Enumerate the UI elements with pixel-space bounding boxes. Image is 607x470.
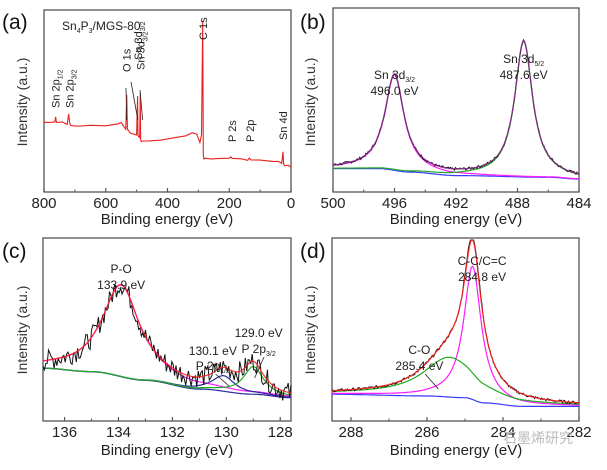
sample-label: Sn4P3/MGS-80 (62, 19, 141, 35)
series-line-fit (42, 284, 292, 397)
y-axis-label-b: Intensity (a.u.) (302, 58, 318, 147)
plot-area-c: 136 134 132 130 128 P-O 133.9 eV 130.1 eVP 2p1/… (42, 237, 293, 441)
series-line-background (333, 168, 579, 180)
series-line-envelope (331, 239, 580, 404)
x-tick-label: 400 (155, 195, 180, 212)
series-line-envelope (42, 283, 292, 394)
x-tick-label: 496 (382, 195, 407, 212)
annotation-arrow (254, 356, 265, 379)
x-tick-label: 128 (268, 424, 293, 441)
series-line-fit (332, 265, 579, 406)
x-tick-label: 600 (93, 195, 118, 212)
peak-label: Sn 2p3/2 (64, 69, 78, 108)
peak-label: P 2s (227, 120, 239, 142)
peak-label: Sn 3d3/2 (133, 21, 147, 60)
peak-label: P 2p (245, 120, 257, 142)
x-tick-label: 200 (217, 195, 242, 212)
peak-label: Sn 2p1/2 (51, 69, 65, 108)
y-axis-label-d: Intensity (a.u.) (302, 286, 318, 375)
x-tick-label: 0 (287, 195, 295, 212)
series-line-raw (42, 282, 292, 401)
x-tick-label: 488 (505, 195, 530, 212)
x-tick-label: 800 (31, 195, 56, 212)
panel-label-d: (d) (300, 240, 326, 263)
series-line-fit (43, 366, 292, 396)
x-axis-label-b: Binding energy (eV) (390, 211, 523, 228)
series-line-survey (43, 20, 292, 168)
peak-label: Sn 4d (278, 111, 290, 140)
annotation-arrow (139, 89, 144, 121)
x-tick-label: 132 (160, 424, 185, 441)
panel-d: (d) Intensity (a.u.) Binding energy (eV)… (300, 237, 592, 459)
peak-label: 130.1 eV (189, 344, 237, 358)
annotation-arrow (130, 81, 139, 121)
peak-value-label: 496.0 eV (370, 84, 418, 98)
peak-label: Sn 3d3/2 (374, 68, 415, 84)
plot-frame (43, 9, 292, 193)
series-line-fit (331, 356, 579, 405)
plot-frame (42, 237, 292, 422)
x-tick-label: 130 (214, 424, 239, 441)
peak-value-label: 133.9 eV (97, 278, 145, 292)
plot-frame (331, 237, 580, 422)
panel-c: (c) Intensity (a.u.) Binding energy (eV)… (2, 237, 293, 459)
peak-label: O 1s (122, 48, 134, 72)
x-tick-label: 284 (490, 424, 515, 441)
panel-label-b: (b) (300, 11, 326, 34)
watermark: 石墨烯研究 (503, 431, 573, 447)
peak-value-label: 284.8 eV (458, 270, 506, 284)
x-tick-label: 282 (566, 424, 591, 441)
plot-area-d: 288 286 284 282 C-C/C=C 284.8 eV C-O 285.4 eV (331, 237, 592, 441)
x-tick-label: 134 (106, 424, 131, 441)
peak-label: Sn 3d3/2 (136, 31, 150, 70)
annotation-arrow (215, 373, 230, 387)
peak-label: Sn 3d5/2 (503, 52, 544, 68)
panel-label-a: (a) (2, 11, 28, 34)
panel-b: (b) Intensity (a.u.) Binding energy (eV)… (300, 7, 592, 228)
peak-value-label: 487.6 eV (500, 68, 548, 82)
y-axis-label-c: Intensity (a.u.) (14, 286, 30, 375)
plot-frame (332, 7, 580, 193)
x-axis-label-c: Binding energy (eV) (101, 442, 234, 459)
panel-a: (a) Intensity (a.u.) Binding energy (eV)… (2, 9, 295, 228)
annotation-arrow (125, 87, 128, 121)
x-tick-label: 288 (338, 424, 363, 441)
x-tick-label: 136 (52, 424, 77, 441)
peak-label: C-O (408, 343, 430, 357)
x-tick-label: 484 (566, 195, 591, 212)
peak-value-label: P 2p3/2 (242, 342, 276, 358)
peak-label: P-O (111, 262, 132, 276)
peak-label: C 1s (198, 17, 210, 40)
annotation-arrow (424, 373, 439, 390)
x-tick-label: 492 (443, 195, 468, 212)
y-axis-label-a: Intensity (a.u.) (14, 58, 30, 147)
series-line-background (332, 393, 579, 407)
x-tick-label: 286 (414, 424, 439, 441)
peak-value-label: 285.4 eV (395, 359, 443, 373)
x-tick-label: 500 (320, 195, 345, 212)
peak-label: C-C/C=C (458, 254, 507, 268)
peak-label: 129.0 eV (235, 326, 283, 340)
x-axis-label-a: Binding energy (eV) (101, 211, 234, 228)
x-axis-label-d: Binding energy (eV) (390, 442, 523, 459)
panel-label-c: (c) (2, 240, 27, 263)
series-line-envelope (332, 39, 580, 175)
peak-value-label: P 2p1/2 (196, 359, 230, 375)
